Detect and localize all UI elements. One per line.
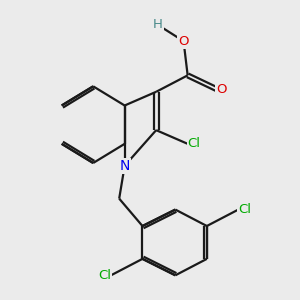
- Text: O: O: [216, 82, 227, 96]
- Text: Cl: Cl: [98, 269, 111, 282]
- Text: Cl: Cl: [238, 203, 251, 216]
- Text: Cl: Cl: [188, 137, 201, 150]
- Text: O: O: [178, 34, 189, 48]
- Text: H: H: [153, 18, 163, 31]
- Text: N: N: [119, 159, 130, 173]
